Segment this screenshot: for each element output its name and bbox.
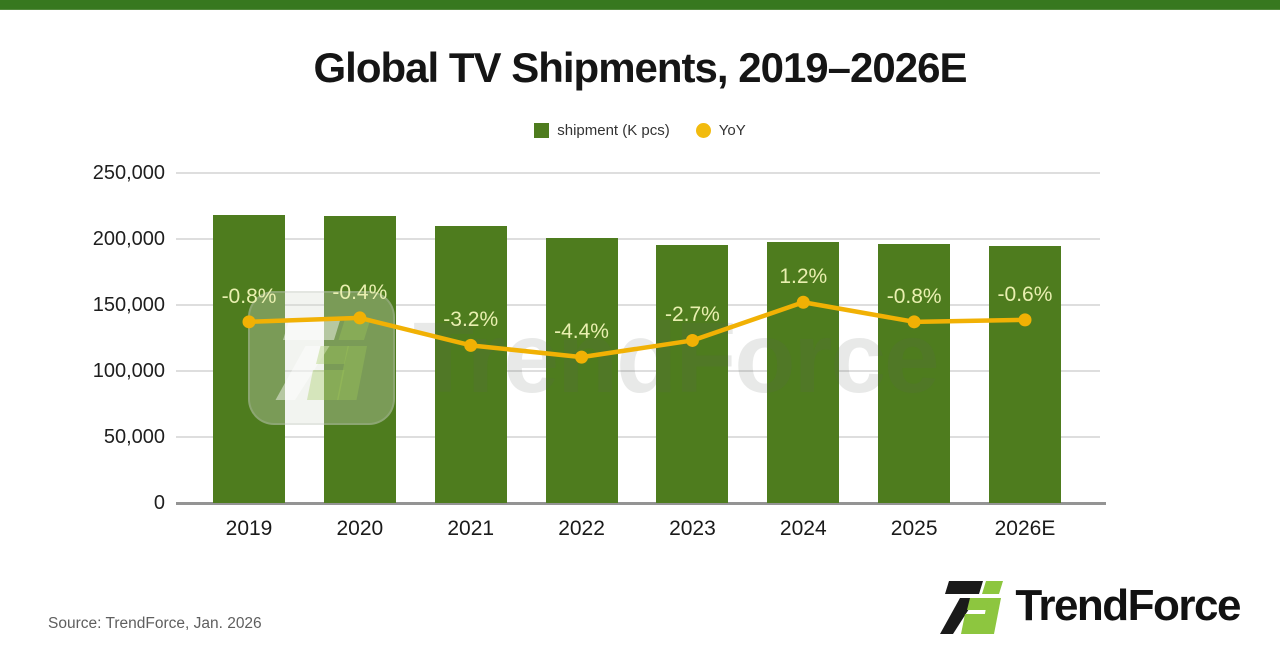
- bar-2026E: [988, 245, 1061, 503]
- source-note: Source: TrendForce, Jan. 2026: [48, 615, 262, 632]
- legend-item-shipment: shipment (K pcs): [534, 122, 670, 139]
- y-tick-150,000: 150,000: [92, 294, 165, 316]
- yoy-point-2022: [575, 350, 589, 364]
- y-tick-50,000: 50,000: [103, 426, 165, 448]
- y-tick-0: 0: [153, 492, 165, 514]
- x-tick-2021: 2021: [447, 517, 495, 540]
- yoy-swatch-icon: [695, 123, 711, 138]
- gridline-50,000: [176, 436, 1100, 438]
- gridline-250,000: [176, 172, 1100, 174]
- yoy-line: [248, 299, 1026, 360]
- x-axis-line: [176, 502, 1106, 505]
- yoy-point-2025: [907, 315, 921, 329]
- bar-2025: [878, 244, 951, 503]
- trendforce-logo-text: TrendForce: [1015, 581, 1241, 630]
- x-tick-2023: 2023: [669, 517, 716, 540]
- x-tick-2025: 2025: [890, 517, 938, 540]
- x-tick-2020: 2020: [336, 517, 384, 540]
- x-tick-2019: 2019: [225, 517, 273, 540]
- trendforce-logo-icon: [940, 581, 1004, 634]
- shipment-swatch-icon: [534, 123, 550, 138]
- y-tick-200,000: 200,000: [92, 228, 165, 250]
- yoy-label-2021: -3.2%: [443, 308, 499, 332]
- bar-2021: [434, 225, 507, 503]
- yoy-point-2020: [353, 311, 367, 325]
- yoy-line-layer: [242, 295, 1032, 364]
- trendforce-logo: TrendForce: [939, 578, 1241, 634]
- x-tick-2024: 2024: [779, 517, 827, 540]
- bar-2019: [213, 215, 285, 503]
- yoy-label-2026E: -0.6%: [997, 282, 1053, 306]
- top-accent-bar: [0, 0, 1280, 10]
- yoy-point-2024: [796, 295, 810, 309]
- yoy-point-2019: [242, 315, 256, 329]
- bar-2020: [323, 216, 396, 503]
- yoy-point-2021: [464, 338, 478, 352]
- yoy-label-2019: -0.8%: [221, 284, 277, 308]
- yoy-point-2023: [685, 333, 699, 347]
- y-tick-250,000: 250,000: [92, 162, 165, 184]
- chart-title: Global TV Shipments, 2019–2026E: [313, 44, 968, 91]
- chart-legend: shipment (K pcs) YoY: [0, 122, 1280, 139]
- yoy-label-2023: -2.7%: [664, 303, 720, 327]
- x-tick-2026E: 2026E: [994, 517, 1056, 540]
- yoy-label-2025: -0.8%: [886, 284, 942, 308]
- y-tick-100,000: 100,000: [92, 360, 165, 382]
- gridline-100,000: [176, 370, 1100, 372]
- legend-item-label: YoY: [718, 122, 746, 139]
- bar-2024: [767, 241, 840, 503]
- legend-item-yoy: YoY: [695, 122, 746, 139]
- yoy-point-2026E: [1018, 313, 1032, 327]
- legend-item-label: shipment (K pcs): [557, 122, 670, 139]
- yoy-label-2020: -0.4%: [332, 280, 388, 304]
- yoy-label-2022: -4.4%: [554, 320, 609, 344]
- bar-2023: [656, 244, 729, 503]
- bar-2022: [545, 237, 618, 503]
- x-tick-2022: 2022: [558, 517, 605, 540]
- yoy-label-2024: 1.2%: [779, 265, 828, 289]
- gridline-200,000: [176, 238, 1100, 240]
- gridline-150,000: [176, 304, 1100, 306]
